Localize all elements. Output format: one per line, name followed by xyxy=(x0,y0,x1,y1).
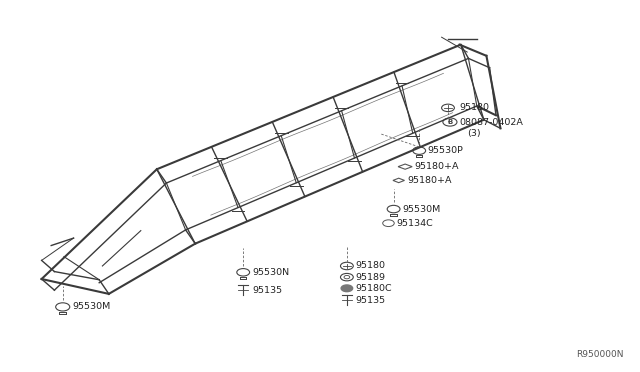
Circle shape xyxy=(341,285,353,292)
Text: 95180: 95180 xyxy=(355,262,385,270)
Text: B: B xyxy=(447,119,452,125)
Text: R950000N: R950000N xyxy=(577,350,624,359)
Text: 95180+A: 95180+A xyxy=(407,176,452,185)
Text: 95530M: 95530M xyxy=(72,302,111,311)
Text: 95180: 95180 xyxy=(460,103,490,112)
Text: 95180C: 95180C xyxy=(355,284,392,293)
Text: 95530P: 95530P xyxy=(428,146,463,155)
Text: 95135: 95135 xyxy=(252,286,282,295)
Text: 95530M: 95530M xyxy=(403,205,441,214)
Text: 95135: 95135 xyxy=(355,296,385,305)
Text: 95530N: 95530N xyxy=(252,268,289,277)
Text: 08087-0402A: 08087-0402A xyxy=(460,118,524,126)
Text: 95134C: 95134C xyxy=(397,219,433,228)
Text: 95180+A: 95180+A xyxy=(415,162,460,171)
Text: 95189: 95189 xyxy=(355,273,385,282)
Text: (3): (3) xyxy=(467,129,481,138)
